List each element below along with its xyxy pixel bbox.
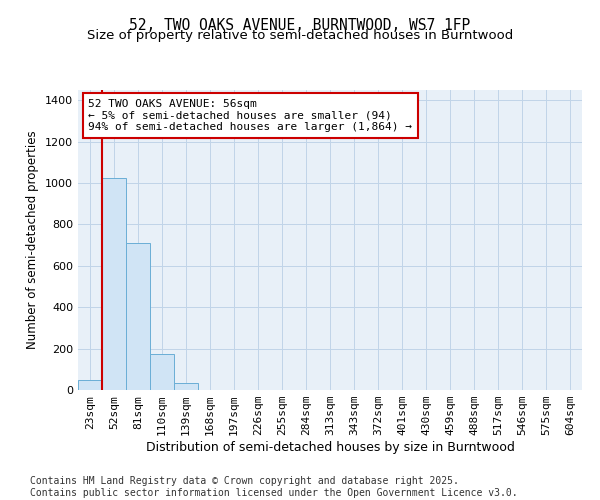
Text: 52 TWO OAKS AVENUE: 56sqm
← 5% of semi-detached houses are smaller (94)
94% of s: 52 TWO OAKS AVENUE: 56sqm ← 5% of semi-d… xyxy=(88,99,412,132)
Bar xyxy=(102,178,126,390)
Bar xyxy=(150,354,174,390)
Bar xyxy=(174,383,198,390)
Text: 52, TWO OAKS AVENUE, BURNTWOOD, WS7 1FP: 52, TWO OAKS AVENUE, BURNTWOOD, WS7 1FP xyxy=(130,18,470,32)
Y-axis label: Number of semi-detached properties: Number of semi-detached properties xyxy=(26,130,40,350)
X-axis label: Distribution of semi-detached houses by size in Burntwood: Distribution of semi-detached houses by … xyxy=(146,441,514,454)
Text: Size of property relative to semi-detached houses in Burntwood: Size of property relative to semi-detach… xyxy=(87,29,513,42)
Text: Contains HM Land Registry data © Crown copyright and database right 2025.
Contai: Contains HM Land Registry data © Crown c… xyxy=(30,476,518,498)
Bar xyxy=(126,243,150,390)
Bar xyxy=(78,380,102,390)
